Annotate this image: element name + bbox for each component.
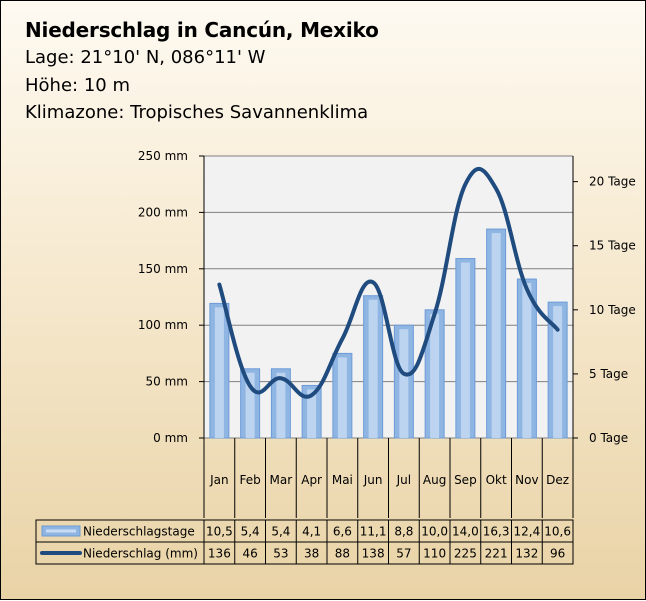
table-cell-niederschlagstage: 10,0	[421, 525, 448, 539]
table-cell-niederschlagstage: 6,6	[333, 525, 352, 539]
legend-label-niederschlagstage: Niederschlagstage	[83, 525, 195, 539]
y-right-tick-label: 15 Tage	[589, 239, 636, 253]
table-cell-niederschlag: 88	[335, 547, 350, 561]
table-cell-niederschlag: 138	[362, 547, 385, 561]
table-cell-niederschlag: 57	[396, 547, 411, 561]
y-right-tick-label: 20 Tage	[589, 175, 636, 189]
x-tick-label: Mai	[332, 473, 353, 487]
table-cell-niederschlag: 53	[273, 547, 288, 561]
table-cell-niederschlagstage: 10,6	[544, 525, 571, 539]
legend-label-niederschlag: Niederschlag (mm)	[83, 547, 198, 561]
table-cell-niederschlag: 38	[304, 547, 319, 561]
x-tick-label: Aug	[423, 473, 446, 487]
x-tick-label: Jul	[396, 473, 411, 487]
table-cell-niederschlagstage: 12,4	[514, 525, 541, 539]
table-cell-niederschlag: 96	[550, 547, 565, 561]
x-tick-label: Jan	[209, 473, 229, 487]
table-cell-niederschlagstage: 11,1	[360, 525, 387, 539]
x-tick-label: Okt	[486, 473, 507, 487]
bar-highlight	[461, 263, 470, 438]
y-right-tick-label: 0 Tage	[589, 431, 628, 445]
y-left-tick-label: 250 mm	[138, 149, 188, 163]
bar-highlight	[492, 233, 501, 438]
table-cell-niederschlagstage: 4,1	[302, 525, 321, 539]
bar-highlight	[369, 300, 378, 438]
table-cell-niederschlagstage: 8,8	[394, 525, 413, 539]
table-cell-niederschlag: 221	[485, 547, 508, 561]
table-cell-niederschlagstage: 5,4	[241, 525, 260, 539]
bar-highlight	[430, 314, 439, 438]
bar-highlight	[338, 357, 347, 438]
table-cell-niederschlagstage: 10,5	[206, 525, 233, 539]
table-cell-niederschlagstage: 16,3	[483, 525, 510, 539]
table-cell-niederschlag: 136	[208, 547, 231, 561]
y-left-tick-label: 150 mm	[138, 262, 188, 276]
table-cell-niederschlag: 132	[515, 547, 538, 561]
table-cell-niederschlag: 46	[242, 547, 257, 561]
table-cell-niederschlagstage: 14,0	[452, 525, 479, 539]
bar-highlight	[276, 373, 285, 438]
x-tick-label: Feb	[240, 473, 261, 487]
x-tick-label: Nov	[515, 473, 538, 487]
table-cell-niederschlagstage: 5,4	[271, 525, 290, 539]
x-tick-label: Mar	[270, 473, 293, 487]
x-tick-label: Apr	[301, 473, 322, 487]
y-left-tick-label: 200 mm	[138, 205, 188, 219]
y-right-tick-label: 10 Tage	[589, 303, 636, 317]
y-left-tick-label: 50 mm	[146, 375, 188, 389]
bar-highlight	[215, 307, 224, 438]
y-left-tick-label: 100 mm	[138, 318, 188, 332]
table-cell-niederschlag: 110	[423, 547, 446, 561]
bar-highlight	[522, 283, 531, 438]
y-right-tick-label: 5 Tage	[589, 367, 628, 381]
table-cell-niederschlag: 225	[454, 547, 477, 561]
legend-bar-highlight	[46, 530, 76, 533]
x-tick-label: Sep	[454, 473, 477, 487]
bar-highlight	[399, 329, 408, 438]
x-tick-label: Dez	[546, 473, 569, 487]
x-tick-label: Jun	[363, 473, 383, 487]
y-left-tick-label: 0 mm	[153, 431, 188, 445]
